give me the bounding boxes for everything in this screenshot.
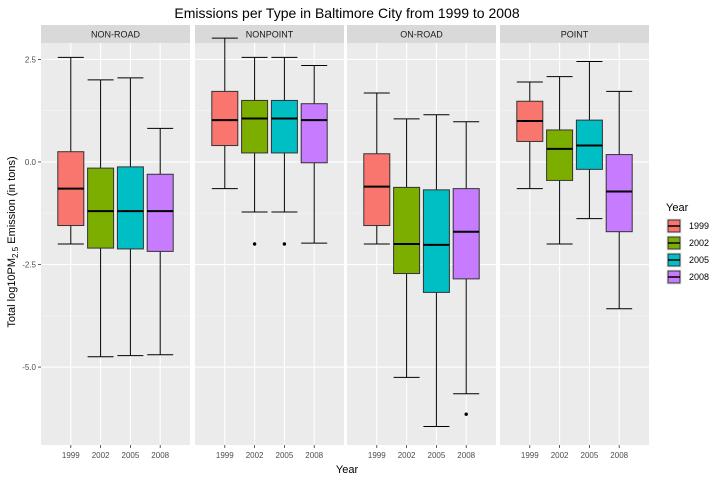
legend-entry-2005: 2005 <box>666 252 709 268</box>
box-2005 <box>116 77 144 357</box>
panel-strip <box>347 25 496 43</box>
x-tick-label: 2002 <box>551 451 569 460</box>
panel: POINT <box>500 25 649 445</box>
legend-entries: 1999 2002 2005 2008 <box>666 218 709 285</box>
x-tick-label: 2002 <box>246 451 264 460</box>
panel-strip-label: NON-ROAD <box>91 30 140 40</box>
box-2008 <box>146 127 174 356</box>
y-axis-title-prefix: Total log10PM <box>6 258 18 328</box>
y-tick-label: -2.5 <box>22 261 36 270</box>
x-tick-label: 2005 <box>122 451 140 460</box>
y-tick-label: 0.0 <box>25 158 37 167</box>
box-2002 <box>241 56 269 246</box>
x-tick-label: 2005 <box>428 451 446 460</box>
box-2005 <box>422 114 450 428</box>
outlier-point <box>282 242 287 246</box>
panel-strip-label: ON-ROAD <box>400 30 443 40</box>
x-tick-label: 1999 <box>62 451 80 460</box>
x-tick-label: 2002 <box>398 451 416 460</box>
legend-title: Year <box>666 202 689 214</box>
box-body <box>300 103 328 164</box>
x-tick-label: 2008 <box>610 451 628 460</box>
box-1999 <box>363 92 391 245</box>
y-tick-label: -5.0 <box>22 363 36 372</box>
box-body <box>393 186 421 275</box>
x-tick-label: 1999 <box>368 451 386 460</box>
y-axis-title-suffix: Emission (in tons) <box>6 156 18 246</box>
box-body <box>452 188 480 280</box>
panel-strip <box>41 25 190 43</box>
box-body <box>87 167 115 249</box>
box-body <box>546 129 574 181</box>
outlier-point <box>464 412 468 416</box>
box-2008 <box>605 90 633 310</box>
box-1999 <box>211 37 239 190</box>
x-axis-title: Year <box>336 464 359 476</box>
legend: Year 1999 2002 2005 2008 <box>666 202 709 285</box>
y-axis-title-subscript: 2.5 <box>11 246 20 258</box>
x-tick-label: 1999 <box>521 451 539 460</box>
y-tick-label: 2.5 <box>25 55 37 64</box>
legend-label: 1999 <box>689 221 709 231</box>
legend-entry-2002: 2002 <box>666 235 709 251</box>
box-body <box>605 154 633 233</box>
x-tick-label: 2005 <box>581 451 599 460</box>
panel: ON-ROAD <box>347 25 496 445</box>
x-axis: 1999 2002 2005 2008 1999 2002 2005 2008 1999 2002… <box>62 445 629 460</box>
box-body <box>116 166 144 250</box>
x-tick-label: 2008 <box>457 451 475 460</box>
panel: NONPOINT <box>195 25 344 445</box>
box-2002 <box>87 79 115 358</box>
legend-label: 2008 <box>689 272 709 282</box>
box-1999 <box>57 56 85 245</box>
legend-entry-1999: 1999 <box>666 218 709 234</box>
panel-strip-label: NONPOINT <box>246 30 294 40</box>
panels: NON-ROAD NONPOINT ON-ROAD POINT <box>41 25 649 445</box>
chart-title: Emissions per Type in Baltimore City fro… <box>174 5 519 21</box>
y-axis: 2.5 0.0 -2.5 -5.0 <box>22 55 41 372</box>
box-2005 <box>270 56 298 246</box>
box-body <box>270 99 298 154</box>
box-body <box>363 153 391 227</box>
box-2005 <box>575 60 603 220</box>
box-body <box>211 90 239 147</box>
panel-strip-label: POINT <box>561 30 589 40</box>
panel-strip <box>500 25 649 43</box>
y-axis-title: Total log10PM2.5 Emission (in tons) <box>6 156 20 327</box>
x-tick-label: 2008 <box>151 451 169 460</box>
x-tick-label: 2002 <box>92 451 110 460</box>
panel: NON-ROAD <box>41 25 190 445</box>
box-1999 <box>516 81 544 190</box>
legend-label: 2005 <box>689 255 709 265</box>
box-body <box>422 189 450 293</box>
box-2008 <box>300 65 328 244</box>
x-tick-label: 1999 <box>216 451 234 460</box>
box-2008 <box>452 121 480 416</box>
box-2002 <box>393 118 421 378</box>
x-tick-label: 2005 <box>276 451 294 460</box>
box-body <box>241 99 269 154</box>
x-tick-label: 2008 <box>305 451 323 460</box>
outlier-point <box>252 242 257 246</box>
legend-label: 2002 <box>689 238 709 248</box>
box-body <box>146 173 174 252</box>
legend-entry-2008: 2008 <box>666 269 709 285</box>
box-2002 <box>546 76 574 245</box>
